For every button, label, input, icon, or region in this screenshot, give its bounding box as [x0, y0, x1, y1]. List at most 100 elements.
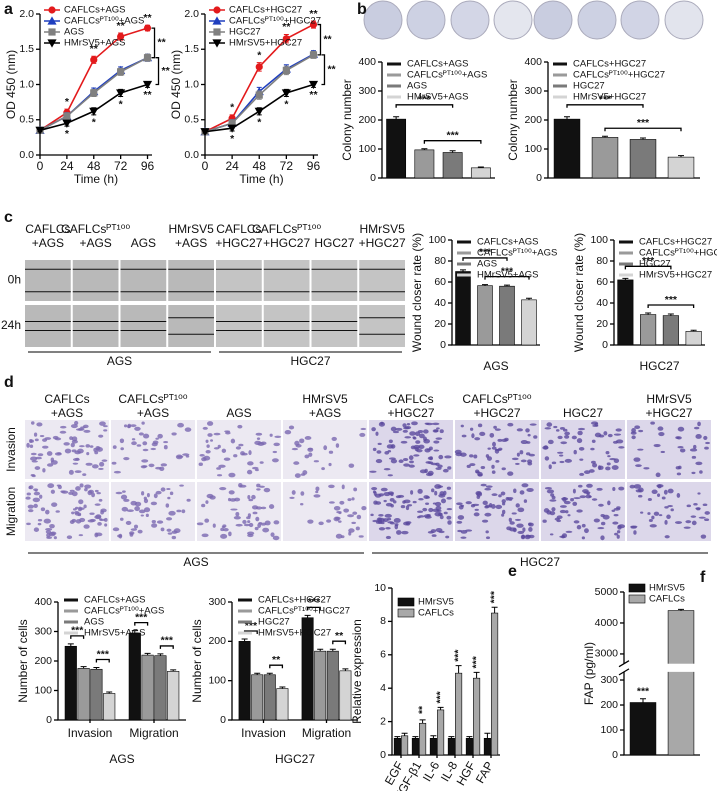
cell-stain: [515, 462, 520, 465]
cell-stain: [612, 521, 619, 525]
bar: [685, 331, 702, 346]
cell-stain: [527, 459, 533, 464]
significance-label: ***: [434, 690, 446, 703]
cell-stain: [501, 509, 506, 515]
cell-stain: [78, 445, 85, 448]
marker: [228, 119, 236, 127]
error-bar: [690, 329, 697, 332]
cell-stain: [565, 530, 573, 533]
cell-stain: [551, 507, 556, 512]
wound-image: [168, 260, 214, 301]
marker: [255, 91, 263, 99]
cell-stain: [353, 487, 358, 492]
cell-stain: [385, 535, 392, 540]
y-axis-label: Colony number: [340, 79, 354, 160]
marker: [200, 128, 210, 137]
cell-stain: [26, 522, 31, 526]
cell-stain: [579, 472, 585, 476]
cell-stain: [516, 523, 524, 528]
cell-stain: [263, 487, 271, 493]
legend-label: CAFLCsᴾᵀ¹⁰⁰+HGC27: [639, 248, 717, 259]
y-tick-label: 100: [358, 143, 376, 155]
cell-stain: [221, 448, 227, 453]
cell-stain: [315, 490, 319, 494]
bar: [455, 271, 471, 346]
significance-label: ***: [501, 265, 514, 277]
cell-stain: [485, 536, 491, 540]
cell-stain: [95, 514, 102, 519]
y-tick-label: 200: [600, 699, 618, 711]
bar: [499, 285, 515, 346]
cell-stain: [679, 448, 686, 453]
cell-stain: [501, 502, 506, 506]
cell-stain: [465, 501, 472, 505]
cell-stain: [618, 446, 625, 449]
cell-stain: [228, 531, 232, 537]
legend-swatch: [628, 583, 646, 593]
cell-stain: [300, 503, 304, 506]
bar: [465, 737, 473, 756]
significance-label: ***: [470, 655, 482, 668]
cell-stain: [556, 515, 563, 519]
cell-stain: [99, 421, 106, 426]
transwell-image: [455, 482, 539, 541]
significance-bracket: [395, 104, 454, 108]
cell-stain: [120, 494, 128, 500]
cell-stain: [556, 519, 561, 523]
cell-stain: [525, 428, 530, 433]
error-bar: [449, 150, 456, 153]
cell-stain: [70, 442, 75, 448]
cell-stain: [577, 430, 583, 436]
cell-stain: [204, 518, 210, 523]
cell-stain: [689, 448, 698, 452]
cell-stain: [527, 433, 531, 437]
significance-label: ***: [665, 294, 678, 306]
cell-stain: [387, 517, 392, 521]
cell-stain: [442, 468, 449, 473]
significance-label: *: [65, 128, 70, 140]
cell-stain: [99, 461, 105, 467]
cell-stain: [246, 469, 253, 475]
significance-label: *: [230, 102, 235, 114]
legend-swatch: [397, 597, 415, 607]
significance-label: *: [257, 117, 262, 129]
legend-label: CAFLCs+HGC27: [573, 59, 646, 70]
cell-stain: [520, 459, 527, 463]
cell-stain: [418, 515, 425, 518]
cell-stain: [248, 450, 252, 456]
cell-stain: [167, 496, 171, 500]
cell-stain: [383, 468, 391, 471]
error-bar: [157, 653, 164, 656]
cell-stain: [579, 495, 587, 499]
cell-stain: [337, 520, 342, 523]
cell-stain: [424, 448, 431, 453]
error-bar: [266, 672, 273, 675]
cell-stain: [408, 464, 415, 468]
cell-stain: [248, 498, 254, 502]
cell-stain: [87, 519, 95, 523]
y-tick-label: 40: [434, 297, 446, 309]
cell-stain: [86, 452, 90, 456]
cell-stain: [205, 439, 209, 444]
cell-stain: [143, 507, 151, 513]
cell-stain: [663, 489, 668, 495]
cell-stain: [429, 456, 433, 461]
bar: [64, 645, 77, 721]
significance-label: *: [284, 98, 289, 110]
y-tick-label: 4: [380, 682, 386, 694]
cell-stain: [150, 501, 158, 506]
cell-stain: [439, 515, 444, 520]
cell-stain: [474, 508, 479, 511]
cell-stain: [460, 424, 464, 428]
significance-label: ***: [637, 117, 650, 129]
cell-stain: [69, 436, 73, 441]
cell-stain: [80, 426, 86, 429]
significance-label: **: [323, 34, 332, 46]
cell-stain: [573, 449, 577, 455]
cell-stain: [491, 493, 498, 497]
cell-stain: [551, 461, 557, 465]
cell-stain: [555, 429, 560, 432]
cell-stain: [373, 491, 377, 496]
y-tick-label: 1.0: [19, 78, 34, 90]
cell-stain: [434, 490, 438, 496]
